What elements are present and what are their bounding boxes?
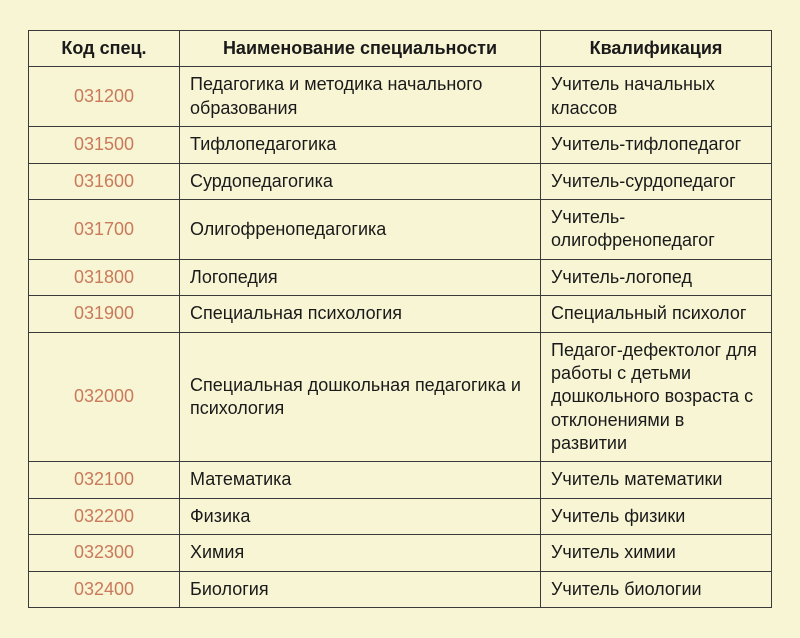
slide-page: Код спец. Наименование специальности Ква… [0, 0, 800, 638]
cell-name: Биология [180, 571, 541, 607]
cell-qual: Учитель-сурдопедагог [541, 163, 772, 199]
cell-code: 032300 [29, 535, 180, 571]
cell-qual: Педагог-дефектолог для работы с детьми д… [541, 332, 772, 462]
cell-qual: Специальный психолог [541, 296, 772, 332]
table-row: 031600 Сурдопедагогика Учитель-сурдопеда… [29, 163, 772, 199]
cell-code: 032200 [29, 498, 180, 534]
cell-code: 031900 [29, 296, 180, 332]
table-row: 031800 Логопедия Учитель-логопед [29, 259, 772, 295]
cell-qual: Учитель биологии [541, 571, 772, 607]
table-row: 032300 Химия Учитель химии [29, 535, 772, 571]
table-row: 032100 Математика Учитель математики [29, 462, 772, 498]
table-row: 031900 Специальная психология Специальны… [29, 296, 772, 332]
table-header-row: Код спец. Наименование специальности Ква… [29, 31, 772, 67]
cell-name: Специальная психология [180, 296, 541, 332]
cell-code: 031500 [29, 127, 180, 163]
cell-code: 031700 [29, 199, 180, 259]
table-row: 031700 Олигофренопедагогика Учитель-олиг… [29, 199, 772, 259]
table-row: 032400 Биология Учитель биологии [29, 571, 772, 607]
cell-qual: Учитель-тифлопедагог [541, 127, 772, 163]
col-header-name: Наименование специальности [180, 31, 541, 67]
cell-name: Олигофренопедагогика [180, 199, 541, 259]
table-row: 031200 Педагогика и методика начального … [29, 67, 772, 127]
cell-qual: Учитель математики [541, 462, 772, 498]
col-header-code: Код спец. [29, 31, 180, 67]
table-row: 031500 Тифлопедагогика Учитель-тифлопеда… [29, 127, 772, 163]
cell-code: 032400 [29, 571, 180, 607]
table-body: 031200 Педагогика и методика начального … [29, 67, 772, 608]
cell-name: Педагогика и методика начального образов… [180, 67, 541, 127]
cell-name: Специальная дошкольная педагогика и псих… [180, 332, 541, 462]
cell-code: 032100 [29, 462, 180, 498]
cell-code: 032000 [29, 332, 180, 462]
cell-qual: Учитель химии [541, 535, 772, 571]
cell-qual: Учитель начальных классов [541, 67, 772, 127]
table-header: Код спец. Наименование специальности Ква… [29, 31, 772, 67]
cell-name: Тифлопедагогика [180, 127, 541, 163]
cell-qual: Учитель-логопед [541, 259, 772, 295]
cell-name: Сурдопедагогика [180, 163, 541, 199]
cell-code: 031800 [29, 259, 180, 295]
cell-name: Химия [180, 535, 541, 571]
cell-code: 031200 [29, 67, 180, 127]
cell-code: 031600 [29, 163, 180, 199]
cell-name: Логопедия [180, 259, 541, 295]
cell-name: Математика [180, 462, 541, 498]
cell-qual: Учитель-олигофренопедагог [541, 199, 772, 259]
table-row: 032000 Специальная дошкольная педагогика… [29, 332, 772, 462]
specialties-table: Код спец. Наименование специальности Ква… [28, 30, 772, 608]
cell-name: Физика [180, 498, 541, 534]
table-row: 032200 Физика Учитель физики [29, 498, 772, 534]
cell-qual: Учитель физики [541, 498, 772, 534]
col-header-qual: Квалификация [541, 31, 772, 67]
